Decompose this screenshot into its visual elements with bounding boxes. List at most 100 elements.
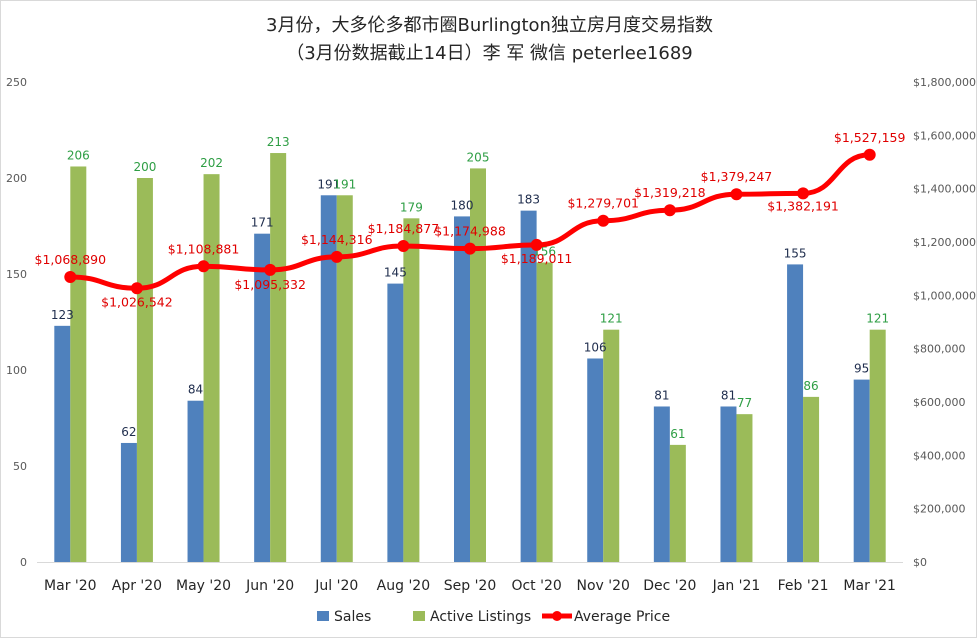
sales-data-label: 106	[584, 340, 607, 354]
x-category-label: Jul '20	[314, 578, 358, 594]
average-price-point	[330, 250, 343, 263]
price-data-label: $1,174,988	[434, 224, 506, 239]
price-data-label: $1,279,701	[567, 196, 639, 211]
x-category-label: Mar '21	[843, 578, 896, 594]
x-category-label: Oct '20	[511, 578, 561, 594]
x-category-label: Dec '20	[643, 578, 696, 594]
average-price-point	[797, 187, 810, 200]
price-data-label: $1,527,159	[834, 130, 906, 145]
legend-label-price: Average Price	[574, 609, 670, 625]
listings-bar	[869, 329, 886, 562]
listings-data-label: 77	[737, 396, 752, 410]
sales-bar	[853, 379, 870, 562]
sales-bar	[520, 210, 537, 562]
price-data-label: $1,108,881	[168, 241, 240, 256]
y-right-tick-label: $800,000	[913, 343, 966, 356]
price-data-label: $1,095,332	[234, 277, 306, 292]
y-right-tick-label: $1,000,000	[913, 289, 976, 302]
legend-swatch-listings	[413, 611, 425, 621]
sales-data-label: 62	[121, 425, 136, 439]
listings-data-label: 179	[400, 200, 423, 214]
sales-data-label: 145	[384, 266, 407, 280]
y-right-tick-label: $1,200,000	[913, 236, 976, 249]
listings-bar	[603, 329, 620, 562]
y-left-tick-label: 0	[20, 556, 27, 569]
x-category-label: Sep '20	[444, 578, 497, 594]
sales-bar	[387, 283, 404, 562]
y-left-tick-label: 200	[6, 172, 27, 185]
chart-title: 3月份，大多伦多都市圈Burlington独立房月度交易指数	[266, 15, 713, 36]
sales-bar	[720, 406, 737, 562]
sales-bar	[454, 216, 470, 562]
sales-bar	[653, 406, 670, 562]
x-category-label: Aug '20	[377, 578, 430, 594]
sales-data-label: 183	[517, 193, 540, 207]
sales-data-label: 155	[784, 246, 807, 260]
average-price-point	[663, 204, 676, 217]
sales-bar	[587, 358, 604, 562]
y-right-tick-label: $400,000	[913, 449, 966, 462]
legend-swatch-sales	[317, 611, 329, 621]
x-category-label: May '20	[176, 578, 231, 594]
price-data-label: $1,189,011	[501, 251, 573, 266]
y-right-tick-label: $1,800,000	[913, 76, 976, 89]
sales-data-label: 171	[251, 216, 274, 230]
listings-data-label: 121	[600, 312, 623, 326]
listings-bar	[536, 262, 553, 562]
x-category-label: Feb '21	[778, 578, 829, 594]
sales-bar	[187, 400, 204, 562]
y-right-tick-label: $200,000	[913, 503, 966, 516]
average-price-point	[464, 242, 476, 255]
y-left-tick-label: 150	[6, 268, 27, 281]
listings-data-label: 205	[467, 150, 490, 164]
listings-data-label: 191	[333, 177, 356, 191]
listings-data-label: 121	[866, 312, 889, 326]
y-left-tick-label: 250	[6, 76, 27, 89]
chart-subtitle: （3月份数据截止14日）李 军 微信 peterlee1689	[286, 43, 693, 64]
y-left-tick-label: 50	[13, 460, 27, 473]
sales-bar	[54, 325, 71, 562]
listings-data-label: 206	[67, 148, 90, 162]
y-right-tick-label: $1,400,000	[913, 183, 976, 196]
listings-bar	[203, 174, 220, 562]
price-data-label: $1,184,877	[368, 221, 440, 236]
y-right-tick-label: $1,600,000	[913, 129, 976, 142]
listings-data-label: 61	[670, 427, 685, 441]
sales-data-label: 123	[51, 308, 74, 322]
listings-bar	[736, 414, 753, 562]
y-right-tick-label: $0	[913, 556, 927, 569]
average-price-point	[197, 260, 210, 273]
listings-data-label: 200	[133, 160, 156, 174]
price-data-label: $1,379,247	[701, 169, 773, 184]
x-category-label: Jun '20	[245, 578, 294, 594]
sales-data-label: 81	[721, 388, 736, 402]
listings-bar	[270, 153, 287, 563]
x-category-label: Jan '21	[712, 578, 761, 594]
legend-label-sales: Sales	[334, 609, 371, 625]
listings-bar	[336, 195, 353, 562]
x-category-label: Apr '20	[112, 578, 162, 594]
sales-data-label: 84	[188, 383, 203, 397]
average-price-point	[64, 270, 77, 283]
y-right-tick-label: $600,000	[913, 396, 966, 409]
average-price-point	[130, 282, 143, 295]
listings-bar	[403, 218, 420, 562]
average-price-point	[863, 148, 876, 161]
sales-bar	[254, 233, 271, 562]
price-data-label: $1,382,191	[767, 198, 839, 213]
sales-data-label: 81	[654, 388, 669, 402]
sales-data-label: 180	[451, 198, 474, 212]
price-data-label: $1,068,890	[35, 252, 107, 267]
average-price-point	[597, 214, 610, 227]
price-data-label: $1,319,218	[634, 185, 706, 200]
listings-data-label: 202	[200, 156, 223, 170]
legend-label-listings: Active Listings	[430, 609, 531, 625]
listings-data-label: 86	[803, 379, 818, 393]
sales-bar	[787, 264, 804, 562]
average-price-point	[397, 240, 410, 253]
listings-bar	[70, 166, 87, 563]
x-category-label: Mar '20	[44, 578, 97, 594]
average-price-point	[730, 188, 743, 201]
